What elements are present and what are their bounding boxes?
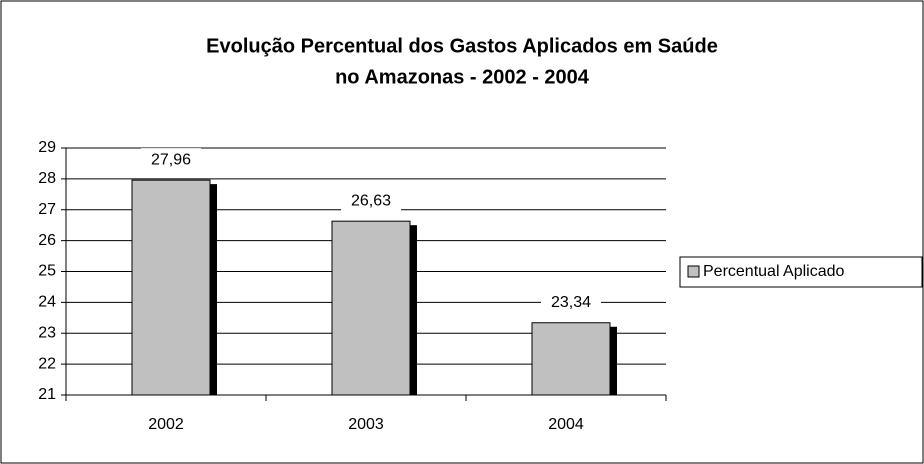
data-label: 26,63 <box>351 192 391 209</box>
y-tick-label: 26 <box>38 232 56 249</box>
y-tick-label: 28 <box>38 170 56 187</box>
y-tick-label: 25 <box>38 263 56 280</box>
bar <box>531 322 611 396</box>
data-label: 23,34 <box>551 294 591 311</box>
chart-title: Evolução Percentual dos Gastos Aplicados… <box>206 35 718 57</box>
chart-title: no Amazonas - 2002 - 2004 <box>335 66 590 88</box>
y-tick-label: 24 <box>38 294 56 311</box>
y-tick-label: 23 <box>38 324 56 341</box>
y-tick-label: 22 <box>38 355 56 372</box>
data-label: 27,96 <box>151 151 191 168</box>
y-tick-label: 21 <box>38 386 56 403</box>
legend-swatch <box>687 265 700 278</box>
bar-shadow <box>209 184 217 395</box>
x-tick-label: 2004 <box>548 416 584 433</box>
data-label-bg <box>141 148 201 171</box>
y-tick-label: 29 <box>38 139 56 156</box>
x-tick-label: 2003 <box>348 416 384 433</box>
legend-label: Percentual Aplicado <box>703 263 845 280</box>
data-label-bg <box>541 290 601 313</box>
bar <box>331 220 411 396</box>
x-tick-label: 2002 <box>148 416 184 433</box>
bar-shadow <box>409 225 417 395</box>
legend-box <box>679 256 923 288</box>
bar <box>131 179 211 396</box>
y-tick-label: 27 <box>38 201 56 218</box>
data-label-bg <box>341 189 401 212</box>
bar-shadow <box>609 326 617 395</box>
